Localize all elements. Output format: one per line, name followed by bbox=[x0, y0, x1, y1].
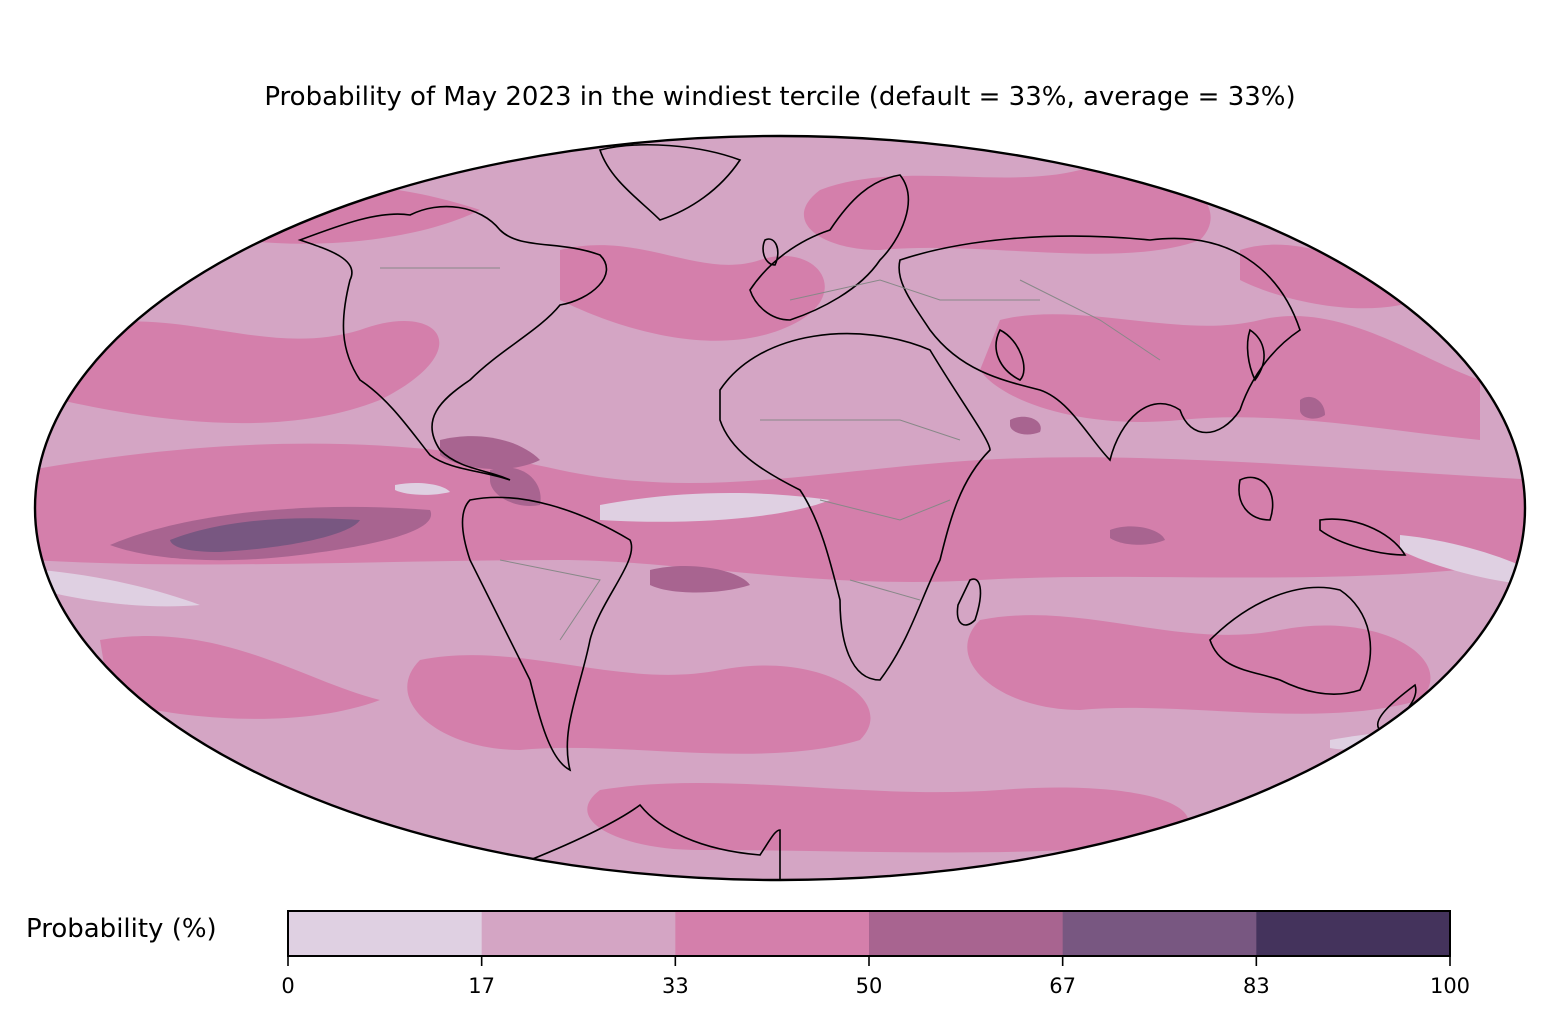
colorbar-bin-3 bbox=[869, 911, 1064, 956]
colorbar-bin-2 bbox=[675, 911, 870, 956]
colorbar-tick-label: 100 bbox=[1430, 974, 1470, 998]
colorbar-bin-5 bbox=[1256, 911, 1451, 956]
colorbar-bin-4 bbox=[1062, 911, 1257, 956]
colorbar-tick-label: 0 bbox=[281, 974, 294, 998]
coastlines bbox=[297, 144, 1417, 880]
colorbar-ticks: 0 17 33 50 67 83 100 bbox=[281, 956, 1470, 998]
colorbar-bin-1 bbox=[481, 911, 676, 956]
colorbar-tick-label: 83 bbox=[1243, 974, 1270, 998]
world-map bbox=[33, 134, 1527, 882]
colorbar-tick-label: 67 bbox=[1049, 974, 1076, 998]
colorbar-frame bbox=[287, 910, 1451, 957]
country-borders bbox=[380, 267, 1161, 641]
colorbar-bins bbox=[288, 911, 1451, 956]
map-title: Probability of May 2023 in the windiest … bbox=[264, 82, 1296, 112]
colorbar-tick-label: 33 bbox=[662, 974, 689, 998]
map-frame bbox=[33, 134, 1527, 882]
colorbar-bin-0 bbox=[288, 911, 483, 956]
band-33-50 bbox=[35, 165, 1525, 853]
colorbar-tick-label: 17 bbox=[468, 974, 495, 998]
probability-field bbox=[35, 136, 1525, 880]
band-67-83 bbox=[170, 518, 360, 552]
colorbar-tick-label: 50 bbox=[856, 974, 883, 998]
colorbar-label: Probability (%) bbox=[26, 914, 217, 944]
